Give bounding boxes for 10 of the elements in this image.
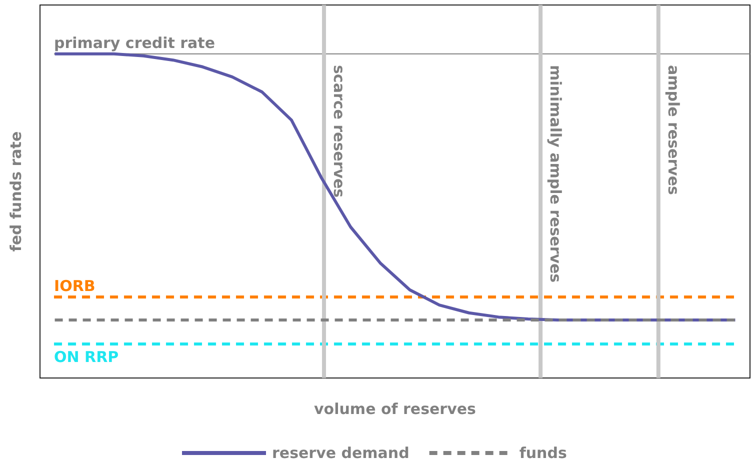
ref-line-label: primary credit rate xyxy=(54,34,216,52)
legend-label: funds xyxy=(519,444,567,461)
annotation: minimally ample reserves xyxy=(546,65,565,283)
legend-label: reserve demand xyxy=(272,444,410,461)
ref-line-label: IORB xyxy=(54,276,96,295)
y-axis-title: fed funds rate xyxy=(7,131,25,252)
x-axis-title: volume of reserves xyxy=(314,400,476,418)
annotation: ample reserves xyxy=(664,65,682,196)
ref-line-label: ON RRP xyxy=(54,348,119,366)
annotation: scarce reserves xyxy=(330,65,348,198)
